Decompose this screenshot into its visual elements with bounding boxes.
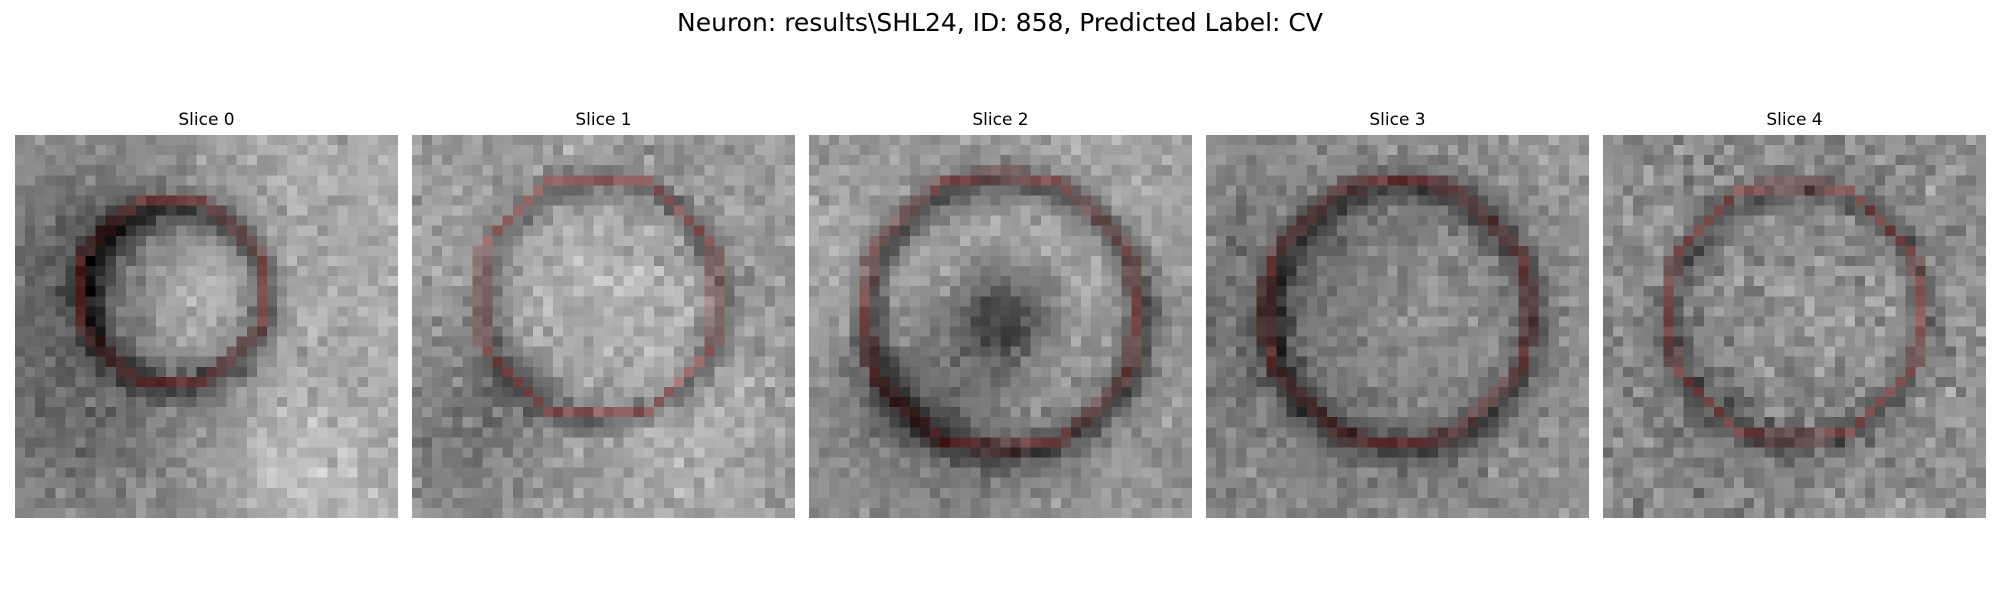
slice-title-3: Slice 3	[1369, 110, 1426, 130]
slice-panel-4: Slice 4	[1603, 110, 1986, 518]
slice-image-1	[412, 135, 795, 518]
slice-title-2: Slice 2	[972, 110, 1029, 130]
slice-image-0	[15, 135, 398, 518]
slice-panel-1: Slice 1	[412, 110, 795, 518]
slice-panel-3: Slice 3	[1206, 110, 1589, 518]
slice-title-0: Slice 0	[178, 110, 235, 130]
slice-title-4: Slice 4	[1766, 110, 1823, 130]
slice-panel-2: Slice 2	[809, 110, 1192, 518]
slice-title-1: Slice 1	[575, 110, 632, 130]
slice-image-3	[1206, 135, 1589, 518]
slice-panel-0: Slice 0	[15, 110, 398, 518]
slice-image-4	[1603, 135, 1986, 518]
figure-title: Neuron: results\SHL24, ID: 858, Predicte…	[677, 8, 1323, 37]
slice-image-2	[809, 135, 1192, 518]
